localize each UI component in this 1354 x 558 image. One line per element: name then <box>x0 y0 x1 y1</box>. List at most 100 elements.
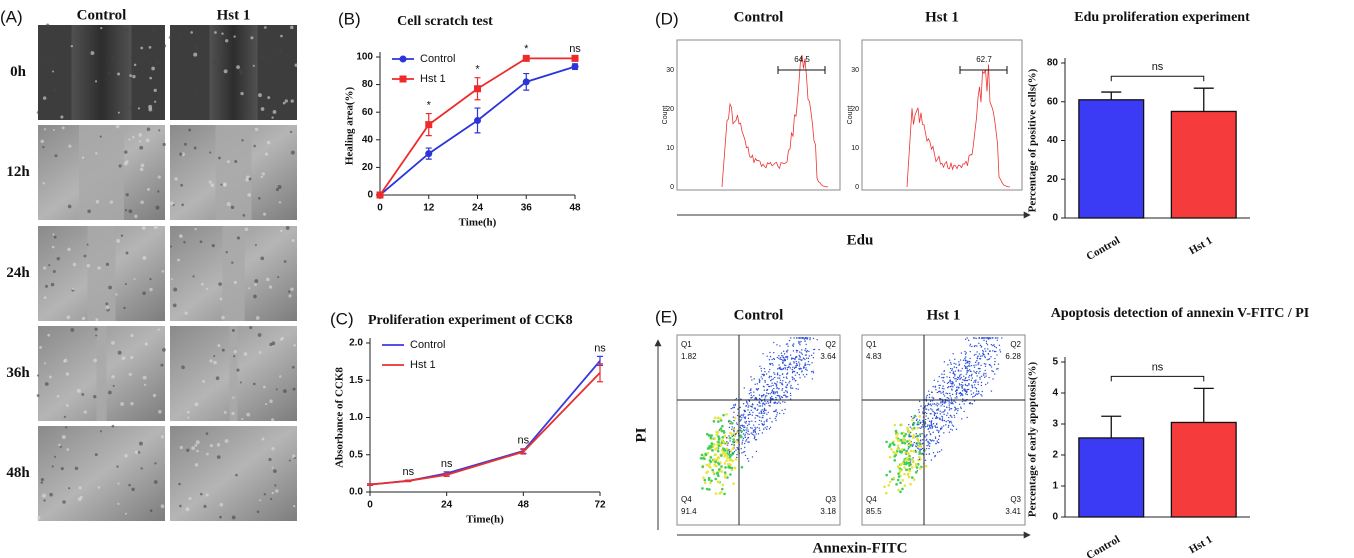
cell-speck <box>39 345 43 349</box>
event-dot <box>731 443 733 446</box>
event-dot <box>715 464 718 468</box>
event-dot <box>786 391 788 394</box>
event-dot <box>754 397 756 400</box>
event-dot <box>957 409 959 412</box>
event-dot <box>942 380 944 382</box>
event-dot <box>770 375 772 378</box>
event-dot <box>1001 337 1003 339</box>
cell-speck <box>153 480 158 484</box>
event-dot <box>792 370 794 373</box>
event-dot <box>918 409 920 411</box>
legend-marker <box>399 75 407 83</box>
cell-speck <box>243 352 248 356</box>
event-dot <box>999 349 1001 351</box>
cell-speck <box>181 365 185 370</box>
event-dot <box>778 401 780 403</box>
event-dot <box>763 421 765 423</box>
event-dot <box>756 383 759 385</box>
event-dot <box>773 372 775 374</box>
event-dot <box>728 455 732 459</box>
event-dot <box>736 453 738 456</box>
event-dot <box>989 364 992 367</box>
cell-speck <box>149 76 152 80</box>
cell-speck <box>117 350 122 355</box>
event-dot <box>973 381 975 383</box>
cell-speck <box>236 368 240 372</box>
cell-speck <box>67 247 71 252</box>
event-dot <box>789 380 791 383</box>
cell-speck <box>201 282 204 286</box>
event-dot <box>912 478 916 481</box>
event-dot <box>741 452 743 454</box>
event-dot <box>775 415 777 418</box>
event-dot <box>977 383 979 386</box>
event-dot <box>907 475 911 479</box>
scratch-gap <box>87 226 116 321</box>
event-dot <box>992 337 994 339</box>
cell-speck <box>173 287 178 292</box>
event-dot <box>744 410 746 413</box>
event-dot <box>921 452 924 455</box>
event-dot <box>759 429 761 432</box>
event-dot <box>778 377 781 379</box>
event-dot <box>936 429 938 431</box>
event-dot <box>758 401 760 404</box>
event-dot <box>805 368 807 371</box>
cell-speck <box>248 287 251 290</box>
event-dot <box>798 340 800 343</box>
cell-speck <box>223 410 227 414</box>
cell-speck <box>292 454 296 458</box>
cell-speck <box>45 284 48 288</box>
event-dot <box>983 337 985 339</box>
cell-speck <box>261 55 266 59</box>
column-title: Hst 1 <box>925 9 959 25</box>
event-dot <box>741 414 743 416</box>
event-dot <box>945 420 947 423</box>
event-dot <box>909 461 912 463</box>
event-dot <box>767 402 770 404</box>
event-dot <box>968 369 971 371</box>
event-dot <box>951 369 953 372</box>
event-dot <box>918 423 920 426</box>
chart-title: Cell scratch test <box>397 14 493 29</box>
cell-speck <box>43 128 47 131</box>
event-dot <box>802 366 805 368</box>
event-dot <box>903 466 906 469</box>
cell-speck <box>183 241 186 244</box>
micrograph <box>170 426 297 521</box>
cell-speck <box>138 140 142 143</box>
cell-speck <box>111 424 115 428</box>
event-dot <box>728 466 732 469</box>
cell-speck <box>290 287 294 292</box>
event-dot <box>771 358 773 361</box>
event-dot <box>973 366 976 368</box>
event-dot <box>740 430 744 433</box>
event-dot <box>936 412 938 414</box>
event-dot <box>786 384 788 387</box>
cell-speck <box>133 50 136 53</box>
event-dot <box>775 383 778 385</box>
event-dot <box>969 374 971 377</box>
event-dot <box>949 367 952 370</box>
event-dot <box>728 435 730 437</box>
x-tick-label: Control <box>1084 533 1122 558</box>
point <box>376 191 384 199</box>
error-bar <box>520 448 527 455</box>
event-dot <box>912 417 914 419</box>
event-dot <box>922 412 924 415</box>
event-dot <box>948 416 950 419</box>
event-dot <box>763 403 765 405</box>
annotation: * <box>427 99 432 111</box>
event-dot <box>765 420 768 422</box>
event-dot <box>950 397 952 399</box>
event-dot <box>975 388 978 390</box>
event-dot <box>784 408 786 411</box>
quadrant-value: 1.82 <box>681 352 697 361</box>
event-dot <box>925 418 927 421</box>
event-dot <box>962 398 964 400</box>
event-dot <box>774 376 776 379</box>
column-title: Hst 1 <box>927 307 961 323</box>
event-dot <box>734 403 736 406</box>
event-dot <box>753 434 755 436</box>
cell-speck <box>255 316 260 320</box>
